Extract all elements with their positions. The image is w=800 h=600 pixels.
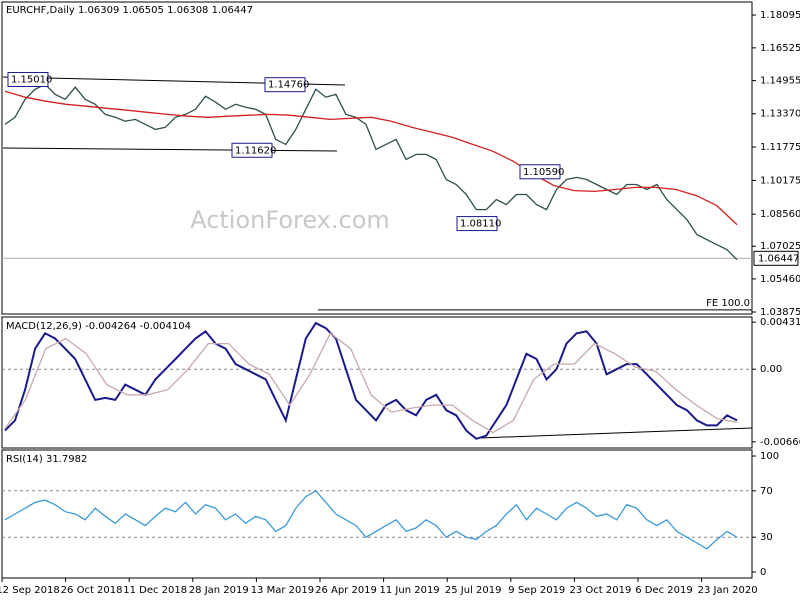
fe-label: FE 100.0 — [706, 298, 750, 309]
macd-title: MACD(12,26,9) -0.004264 -0.004104 — [6, 321, 191, 332]
trendline — [479, 427, 753, 439]
price-title: EURCHF,Daily 1.06309 1.06505 1.06308 1.0… — [6, 5, 253, 16]
price-panel — [1, 1, 753, 315]
annotation-label: 1.11620 — [235, 145, 276, 156]
y-tick-label: 1.05460 — [760, 274, 800, 285]
x-tick-label: 23 Oct 2019 — [569, 585, 631, 596]
x-tick-label: 25 Jul 2019 — [445, 585, 502, 596]
rsi-panel — [1, 449, 753, 579]
x-tick-label: 23 Jan 2020 — [698, 585, 758, 596]
series-line — [4, 489, 738, 550]
x-tick-label: 9 Sep 2019 — [508, 585, 565, 596]
x-tick-label: 11 Dec 2018 — [123, 585, 187, 596]
annotation-box — [456, 216, 498, 232]
y-tick-label: 1.07025 — [760, 241, 800, 252]
x-tick-label: 11 Jun 2019 — [380, 585, 440, 596]
annotation-box — [519, 164, 561, 180]
trendline — [2, 147, 338, 152]
y-tick-label: 0 — [760, 567, 766, 578]
y-tick-label: 1.03875 — [760, 307, 800, 318]
y-tick-label: 30 — [760, 532, 773, 543]
y-tick-label: 1.13370 — [760, 109, 800, 120]
y-tick-label: 1.11775 — [760, 142, 800, 153]
y-tick-label: 1.08560 — [760, 209, 800, 220]
watermark: ActionForex.com — [190, 206, 390, 234]
annotation-box — [7, 71, 49, 87]
x-tick-label: 26 Oct 2018 — [61, 585, 123, 596]
y-tick-label: 1.16525 — [760, 43, 800, 54]
last-price-label: 1.06447 — [758, 253, 799, 264]
y-tick-label: -0.006663 — [760, 437, 800, 448]
annotation-label: 1.10590 — [523, 167, 564, 178]
x-tick-label: 6 Dec 2019 — [635, 585, 693, 596]
macd-panel — [1, 316, 753, 449]
y-tick-label: 0.004319 — [760, 317, 800, 328]
x-tick-label: 13 Mar 2019 — [251, 585, 314, 596]
annotation-label: 1.14760 — [268, 80, 309, 91]
annotation-box — [231, 142, 273, 158]
x-tick-label: 28 Jan 2019 — [189, 585, 249, 596]
series-line — [4, 332, 738, 434]
last-price-box — [753, 250, 799, 266]
y-tick-label: 0.00 — [760, 364, 782, 375]
annotation-label: 1.08110 — [460, 219, 501, 230]
y-tick-label: 70 — [760, 486, 773, 497]
series-line — [4, 90, 738, 226]
annotation-label: 1.15010 — [11, 74, 52, 85]
y-tick-label: 100 — [760, 451, 779, 462]
x-tick-label: 26 Apr 2019 — [315, 585, 377, 596]
y-tick-label: 1.10175 — [760, 175, 800, 186]
annotation-box — [264, 77, 306, 93]
series-line — [4, 321, 738, 440]
series-line — [4, 83, 738, 261]
y-tick-label: 1.14955 — [760, 76, 800, 87]
rsi-title: RSI(14) 31.7982 — [6, 454, 87, 465]
x-tick-label: 12 Sep 2018 — [0, 585, 60, 596]
y-tick-label: 1.18095 — [760, 10, 800, 21]
